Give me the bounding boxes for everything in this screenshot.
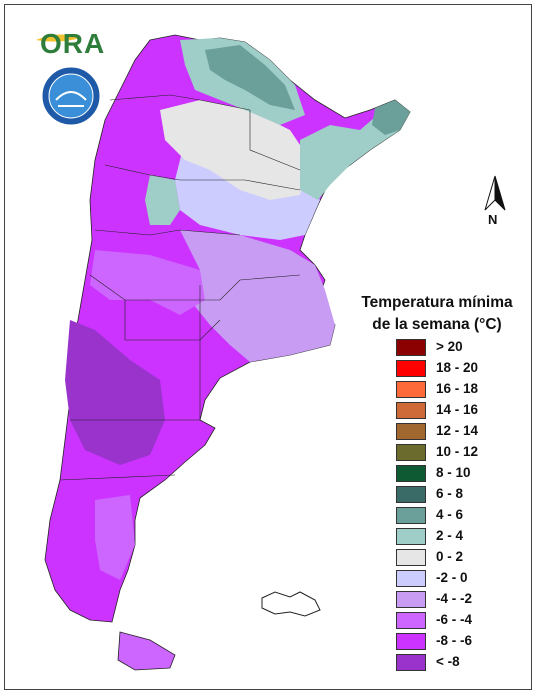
legend-label: 8 - 10 (436, 465, 471, 480)
logo-leaf (36, 34, 80, 42)
legend-title: Temperatura mínima de la semana (°C) (342, 292, 532, 336)
malvinas-islands (261, 591, 321, 617)
legend-label: 6 - 8 (436, 486, 464, 501)
legend-label: 4 - 6 (436, 507, 464, 522)
legend-swatch (396, 486, 426, 503)
legend-swatch (396, 402, 426, 419)
zone-south-light (95, 495, 135, 580)
legend-swatch (396, 465, 426, 482)
zone-teal-northwest (145, 175, 180, 225)
province-borders (59, 94, 301, 481)
legend-title-line1: Temperatura mínima (361, 294, 513, 311)
ora-logo-text: ORA (40, 28, 106, 59)
legend-label: -2 - 0 (436, 570, 468, 585)
legend-swatch (396, 549, 426, 566)
legend-swatch (396, 423, 426, 440)
legend-swatch (396, 591, 426, 608)
smn-seal (39, 64, 103, 128)
legend-title-line2: de la semana (°C) (372, 316, 502, 333)
zone-light-purple (180, 230, 335, 362)
legend-swatch (396, 633, 426, 650)
legend-label: < -8 (436, 654, 460, 669)
zone-dark-teal-misiones (372, 100, 410, 135)
legend-label: 2 - 4 (436, 528, 464, 543)
north-label: N (488, 212, 498, 227)
legend-label: 14 - 16 (436, 402, 479, 417)
legend-label: 0 - 2 (436, 549, 464, 564)
zone-deep-purple (65, 320, 165, 465)
legend-label: 16 - 18 (436, 381, 479, 396)
legend-swatch (396, 360, 426, 377)
legend-swatch (396, 528, 426, 545)
legend-label: -6 - -4 (436, 612, 473, 627)
legend-swatch (396, 612, 426, 629)
legend-swatch (396, 381, 426, 398)
legend-label: > 20 (436, 339, 463, 354)
legend-swatch (396, 339, 426, 356)
legend-label: 10 - 12 (436, 444, 479, 459)
zone-dark-teal-north (205, 45, 295, 110)
tierra-del-fuego (117, 631, 176, 671)
legend-label: 18 - 20 (436, 360, 479, 375)
legend-swatch (396, 444, 426, 461)
legend-label: 12 - 14 (436, 423, 479, 438)
legend-swatch (396, 654, 426, 671)
legend-label: -4 - -2 (436, 591, 473, 606)
zone-grey (160, 100, 310, 200)
legend-swatch (396, 570, 426, 587)
legend-label: -8 - -6 (436, 633, 473, 648)
legend-swatch (396, 507, 426, 524)
north-arrow-icon (484, 175, 506, 211)
zone-medium-purple (90, 250, 205, 315)
